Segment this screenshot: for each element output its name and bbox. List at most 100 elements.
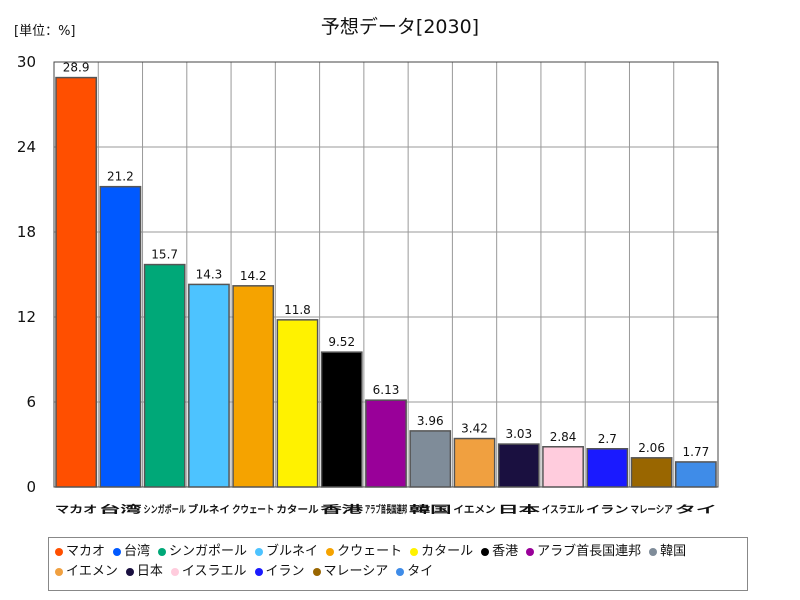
legend-label: 台湾 <box>124 544 151 559</box>
bar-13 <box>586 448 629 488</box>
value-label: 9.52 <box>328 335 355 349</box>
legend-marker-icon <box>170 568 179 576</box>
bar-6 <box>276 319 319 488</box>
legend-label: シンガポール <box>169 544 248 559</box>
legend-marker-icon <box>125 568 134 576</box>
legend-label: 韓国 <box>660 544 687 559</box>
value-label: 15.7 <box>151 248 178 262</box>
bar-8 <box>365 399 407 488</box>
x-tick-label: シンガポール <box>144 503 186 516</box>
legend-item: 台湾 <box>113 542 150 562</box>
legend-label: マレーシア <box>323 564 389 579</box>
x-tick-label: アラブ首長国連邦 <box>365 503 407 516</box>
bar-9 <box>409 430 452 488</box>
y-tick-label: 12 <box>17 308 36 326</box>
bar-11 <box>497 443 540 488</box>
legend-item: シンガポール <box>158 542 247 562</box>
y-tick-label: 30 <box>17 53 36 71</box>
legend-marker-icon <box>113 548 122 556</box>
legend-label: カタール <box>421 544 474 559</box>
x-tick-label: クウェート <box>232 504 274 516</box>
bar-4 <box>188 283 230 488</box>
y-tick-label: 24 <box>17 138 36 156</box>
legend-item: マレーシア <box>312 562 389 582</box>
legend-item: カタール <box>410 542 473 562</box>
x-tick-label: カタール <box>276 504 318 516</box>
bar-15 <box>674 461 717 488</box>
x-tick-label: 韓国 <box>409 503 451 516</box>
legend-marker-icon <box>481 548 490 556</box>
bar-3 <box>143 263 186 488</box>
bar-5 <box>232 285 275 488</box>
x-tick-label: 香港 <box>321 503 365 516</box>
legend-label: ブルネイ <box>266 544 319 559</box>
legend-label: タイ <box>407 564 434 579</box>
x-tick-label: ブルネイ <box>188 503 230 516</box>
x-tick-label: イエメン <box>453 504 495 516</box>
legend-marker-icon <box>55 568 63 576</box>
value-label: 6.13 <box>373 383 400 397</box>
legend-marker-icon <box>396 568 405 576</box>
value-label: 2.84 <box>550 430 577 444</box>
bar-1 <box>55 76 98 488</box>
legend-item: 韓国 <box>649 542 686 562</box>
chart-legend: マカオ 台湾 シンガポール ブルネイ クウェート カタール 香港 アラブ首長国連邦 韓国イエメン… <box>48 537 748 591</box>
legend-label: イスラエル <box>181 564 247 579</box>
value-label: 1.77 <box>683 445 710 459</box>
legend-marker-icon <box>254 568 263 576</box>
x-tick-label: イラン <box>586 504 628 516</box>
legend-item: イエメン <box>55 562 118 582</box>
legend-item: クウェート <box>326 542 402 562</box>
value-label: 3.03 <box>505 427 532 441</box>
x-tick-label: マレーシア <box>630 504 672 516</box>
legend-label: イエメン <box>66 564 118 579</box>
value-label: 28.9 <box>63 61 90 75</box>
legend-marker-icon <box>649 548 658 556</box>
legend-item: 香港 <box>481 542 518 562</box>
legend-marker-icon <box>158 548 167 556</box>
legend-marker-icon <box>410 548 419 556</box>
legend-item: イラン <box>254 562 305 582</box>
legend-marker-icon <box>326 548 335 556</box>
y-tick-label: 0 <box>26 478 36 496</box>
x-tick-label: 日本 <box>498 503 542 516</box>
x-tick-label: マカオ <box>55 504 97 516</box>
bar-10 <box>453 437 496 488</box>
x-tick-label: イスラエル <box>542 504 584 516</box>
value-label: 21.2 <box>107 170 134 184</box>
legend-label: クウェート <box>337 544 403 559</box>
legend-marker-icon <box>312 568 321 576</box>
value-label: 3.42 <box>461 422 488 436</box>
value-label: 2.06 <box>638 441 665 455</box>
x-tick-label: 台湾 <box>99 503 141 516</box>
bar-7 <box>320 351 363 488</box>
value-label: 11.8 <box>284 303 311 317</box>
y-tick-label: 6 <box>26 393 36 411</box>
legend-label: 香港 <box>492 544 519 559</box>
legend-marker-icon <box>526 548 535 556</box>
x-tick-label: タイ <box>675 504 717 516</box>
legend-marker-icon <box>255 548 264 556</box>
legend-item: マカオ <box>55 542 105 562</box>
legend-label: イラン <box>265 564 305 579</box>
value-label: 14.3 <box>196 267 223 281</box>
legend-label: 日本 <box>136 564 163 579</box>
value-label: 2.7 <box>598 432 617 446</box>
bar-2 <box>99 185 142 488</box>
chart-title: 予想データ[2030] <box>320 16 480 38</box>
legend-item: アラブ首長国連邦 <box>526 542 641 562</box>
unit-label: [単位：%] <box>14 24 76 39</box>
bar-14 <box>630 457 673 488</box>
legend-marker-icon <box>55 548 63 556</box>
legend-item: イスラエル <box>170 562 247 582</box>
legend-label: アラブ首長国連邦 <box>537 544 642 559</box>
legend-label: マカオ <box>66 544 106 559</box>
y-tick-label: 18 <box>17 223 36 241</box>
value-label: 14.2 <box>240 269 267 283</box>
legend-item: ブルネイ <box>255 542 318 562</box>
legend-item: 日本 <box>125 562 163 582</box>
value-label: 3.96 <box>417 414 444 428</box>
legend-item: タイ <box>396 562 433 582</box>
bar-12 <box>542 446 584 488</box>
